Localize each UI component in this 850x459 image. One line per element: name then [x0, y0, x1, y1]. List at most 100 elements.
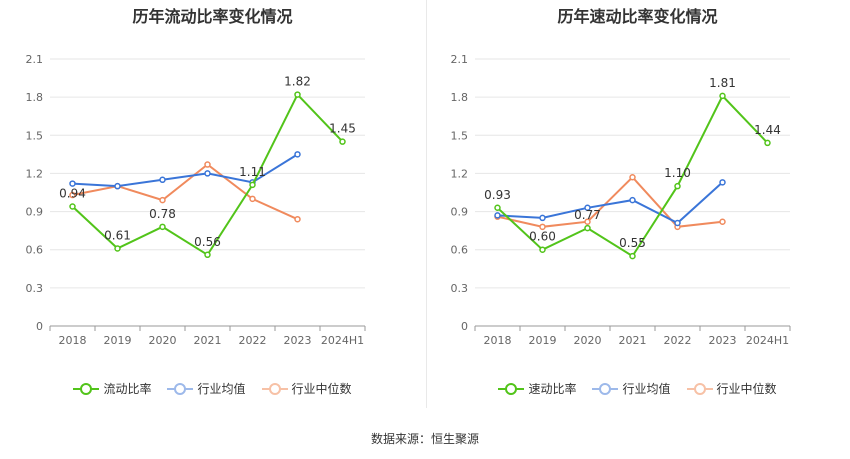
data-label: 1.11: [239, 165, 266, 179]
data-point-median: [719, 218, 726, 225]
data-point-main: [539, 246, 546, 253]
data-point-median: [584, 218, 591, 225]
data-point-median: [69, 191, 76, 199]
legend-line-icon: [686, 382, 713, 396]
data-label: 1.10: [664, 166, 691, 180]
chart-canvas: 0 0.3 0.6 0.9 1.2 1.5 1.8 2.1 2018 2019 2020 2021 20…: [451, 53, 791, 347]
y-tick-label: 0: [36, 320, 43, 333]
data-point-avg: [69, 180, 76, 187]
y-tick-label: 1.5: [26, 129, 44, 142]
y-tick-label: 1.8: [26, 91, 44, 104]
y-tick-label: 0.3: [451, 282, 469, 295]
x-tick-label: 2021: [194, 334, 222, 347]
y-tick-label: 1.8: [451, 91, 469, 104]
legend-item-median[interactable]: 行业中位数: [261, 380, 352, 397]
legend-item-avg[interactable]: 行业均值: [592, 380, 671, 397]
y-tick-label: 2.1: [26, 53, 44, 66]
x-tick-label: 2024H1: [321, 334, 364, 347]
data-label: 0.78: [149, 207, 176, 221]
data-point-median: [629, 173, 636, 181]
y-tick-label: 1.5: [451, 129, 469, 142]
data-label: 0.55: [619, 236, 646, 250]
x-tick-label: 2022: [664, 334, 692, 347]
legend-label: 流动比率: [103, 382, 152, 396]
y-tick-label: 0.6: [26, 244, 44, 257]
legend-label: 行业中位数: [291, 382, 352, 396]
quick-ratio-chart: 历年速动比率变化情况 0 0.3 0.6 0.9 1.2 1.5 1.8 2.1 2018 201…: [425, 0, 850, 420]
data-point-main: [114, 245, 121, 252]
legend-item-avg[interactable]: 行业均值: [167, 380, 246, 397]
y-tick-label: 0.9: [451, 206, 469, 219]
x-tick-label: 2018: [484, 334, 512, 347]
series-line-avg: [497, 181, 724, 225]
y-tick-label: 2.1: [451, 53, 469, 66]
data-point-median: [204, 161, 211, 168]
legend-item-main[interactable]: 流动比率: [73, 380, 151, 397]
legend-line-icon: [73, 382, 100, 396]
series-line-median: [497, 175, 723, 228]
data-point-main: [719, 92, 726, 100]
series-line-median: [72, 163, 298, 221]
data-point-avg: [674, 219, 681, 227]
data-point-avg: [719, 179, 726, 186]
panel-divider: [426, 0, 427, 408]
data-point-avg: [204, 170, 211, 177]
legend-label: 行业中位数: [716, 382, 777, 396]
y-tick-label: 0.6: [451, 244, 469, 257]
x-tick-label: 2021: [619, 334, 647, 347]
data-label: 0.61: [104, 228, 131, 242]
legend: 流动比率 行业均值 行业中位数: [0, 380, 425, 397]
legend-line-icon: [261, 382, 288, 396]
x-tick-label: 2023: [709, 334, 737, 347]
x-tick-label: 2019: [529, 334, 557, 347]
legend-label: 行业均值: [197, 382, 246, 396]
data-label: 1.44: [754, 123, 781, 137]
x-tick-label: 2023: [284, 334, 312, 347]
data-point-main: [204, 251, 211, 259]
data-point-median: [159, 196, 166, 204]
data-point-main: [339, 138, 346, 145]
data-point-avg: [294, 151, 301, 158]
data-point-median: [249, 195, 256, 203]
data-point-median: [294, 215, 301, 223]
data-point-avg: [539, 214, 546, 222]
data-label: 0.56: [194, 235, 221, 249]
series-line-avg: [72, 153, 299, 188]
data-point-main: [294, 91, 301, 98]
legend-line-icon: [498, 382, 525, 396]
data-label: 0.60: [529, 230, 556, 244]
data-point-main: [674, 182, 681, 190]
data-point-avg: [494, 212, 501, 219]
legend-line-icon: [592, 382, 619, 396]
data-point-main: [249, 181, 256, 189]
data-label: 0.77: [574, 208, 601, 222]
data-label: 1.81: [709, 76, 736, 90]
x-tick-label: 2020: [149, 334, 177, 347]
data-point-main: [764, 139, 771, 147]
legend: 速动比率 行业均值 行业中位数: [425, 380, 850, 397]
data-point-avg: [584, 204, 591, 212]
legend-label: 行业均值: [622, 382, 671, 396]
legend-item-median[interactable]: 行业中位数: [686, 380, 777, 397]
data-label: 1.45: [329, 122, 356, 136]
data-source: 数据来源：恒生聚源: [370, 432, 479, 446]
x-tick-label: 2020: [574, 334, 602, 347]
y-tick-label: 0.3: [26, 282, 44, 295]
y-tick-label: 1.2: [26, 167, 44, 180]
x-tick-label: 2024H1: [746, 334, 789, 347]
data-point-main: [629, 252, 636, 260]
legend-line-icon: [167, 382, 194, 396]
y-tick-label: 0: [461, 320, 468, 333]
chart-title: 历年速动比率变化情况: [557, 7, 718, 26]
data-point-main: [494, 204, 501, 212]
data-label: 1.82: [284, 75, 311, 89]
data-point-main: [584, 224, 591, 232]
chart-title: 历年流动比率变化情况: [132, 7, 293, 26]
data-point-avg: [114, 182, 121, 190]
x-tick-label: 2019: [104, 334, 132, 347]
data-point-avg: [159, 176, 166, 184]
x-tick-label: 2018: [59, 334, 87, 347]
data-label: 0.93: [484, 188, 511, 202]
data-point-main: [69, 203, 76, 210]
legend-item-main[interactable]: 速动比率: [498, 380, 576, 397]
